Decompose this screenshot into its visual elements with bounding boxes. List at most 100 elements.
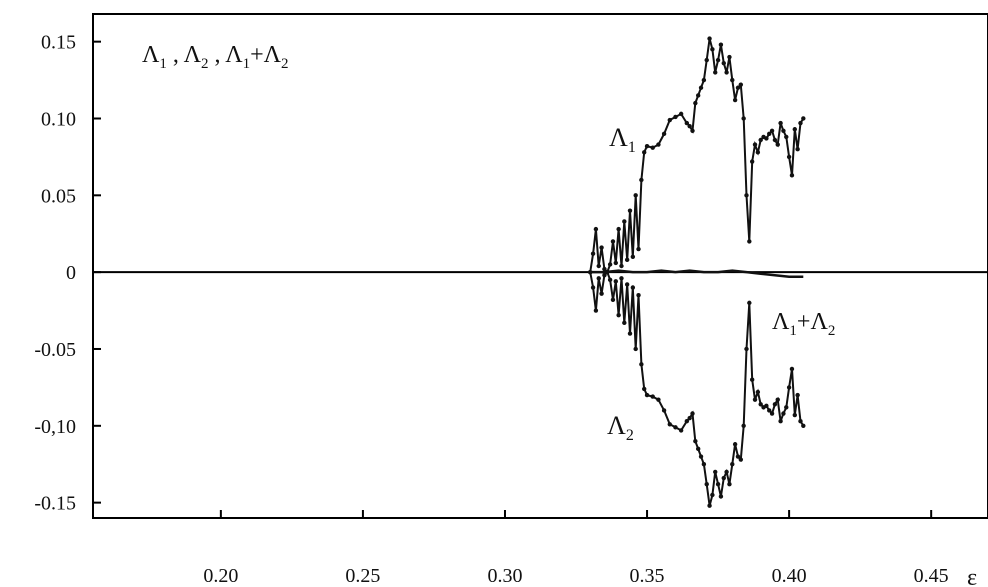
y-tick-label: 0.05 (41, 185, 76, 207)
y-tick-label: -0,10 (34, 416, 76, 438)
legend-sub2: 2 (201, 56, 209, 72)
data-point (801, 423, 806, 429)
lambda1-subscript: 1 (628, 139, 636, 156)
data-point (673, 114, 678, 120)
data-point (690, 128, 695, 133)
data-point (744, 193, 749, 198)
data-point (642, 150, 647, 155)
data-point (650, 145, 655, 150)
data-point (730, 77, 735, 83)
data-point (590, 251, 596, 256)
legend-sub3: 1 (243, 56, 251, 72)
data-point (678, 428, 684, 433)
series-line-2 (589, 270, 805, 506)
legend-lambda3: Λ (225, 42, 243, 68)
data-point (613, 260, 618, 266)
y-axis-ticks: 0.15 0.10 0.05 0 -0.05 -0,10 -0.15 (34, 32, 101, 515)
data-point (775, 142, 780, 147)
data-point (605, 269, 610, 275)
data-point (602, 273, 607, 278)
data-point (792, 127, 797, 132)
legend-title: Λ1 , Λ2 , Λ1+Λ2 (142, 42, 289, 72)
legend-sub1: 1 (159, 56, 167, 72)
legend-sub4: 2 (281, 56, 289, 72)
data-point (599, 245, 604, 250)
data-point (619, 276, 624, 281)
data-point (636, 246, 641, 252)
data-point (724, 70, 729, 75)
data-point (630, 254, 636, 259)
data-point (593, 226, 599, 232)
data-point (695, 446, 701, 452)
sum-lambda2: Λ (810, 309, 828, 335)
data-point (650, 394, 655, 399)
data-point (795, 392, 800, 398)
data-point (588, 269, 593, 275)
data-point (795, 147, 800, 152)
data-point (639, 362, 644, 367)
data-point (769, 128, 775, 133)
data-point (724, 469, 729, 475)
data-point (695, 93, 701, 98)
data-point (704, 481, 709, 487)
data-point (624, 282, 630, 287)
data-point (738, 82, 744, 87)
sum-sub2: 2 (828, 323, 836, 339)
data-point (752, 397, 758, 402)
sum-sub1: 1 (789, 323, 797, 339)
lambda2-label: Λ2 (607, 411, 634, 444)
data-point (741, 116, 746, 121)
data-point (769, 411, 775, 416)
data-point (613, 279, 618, 284)
data-point (690, 411, 695, 416)
x-tick-label: 0.30 (487, 565, 522, 587)
x-tick-label: 0.40 (772, 565, 807, 587)
data-point (755, 389, 761, 395)
data-point (772, 402, 778, 407)
x-tick-label: 0.35 (630, 565, 665, 587)
data-point (749, 159, 755, 164)
data-point (644, 392, 650, 398)
data-point (678, 111, 684, 117)
data-point (661, 408, 667, 413)
data-point (616, 312, 621, 318)
data-point (698, 85, 704, 90)
data-point (786, 385, 792, 390)
data-point (784, 405, 789, 410)
data-point (744, 346, 749, 352)
data-point (642, 386, 647, 392)
data-point (789, 366, 795, 372)
data-point (607, 277, 613, 283)
series-line-3 (590, 269, 804, 279)
x-axis-ticks: 0.20 0.25 0.30 0.35 0.40 0.45 (203, 510, 949, 587)
data-point (718, 494, 724, 499)
data-point (710, 47, 715, 52)
data-point (599, 291, 604, 296)
legend-lambda2: Λ (184, 42, 202, 68)
data-point (693, 438, 698, 444)
data-point (767, 408, 772, 413)
data-point (715, 57, 721, 63)
data-point (667, 117, 672, 123)
data-point (661, 131, 667, 137)
data-point (704, 57, 709, 63)
data-point (656, 142, 661, 147)
data-point (701, 77, 707, 83)
data-point (627, 331, 633, 336)
data-point (721, 475, 726, 481)
data-point (590, 285, 596, 290)
data-point (593, 308, 599, 313)
data-point (707, 36, 712, 41)
data-point (801, 116, 806, 121)
data-point (772, 137, 778, 143)
data-point (602, 266, 607, 272)
series-line-1 (589, 38, 805, 274)
data-point (607, 262, 613, 267)
x-tick-label: 0.45 (914, 565, 949, 587)
data-point (758, 402, 763, 407)
data-point (610, 239, 616, 244)
data-point (755, 150, 761, 155)
y-tick-label: 0.15 (41, 32, 76, 54)
data-point (687, 123, 692, 129)
data-point (735, 85, 741, 90)
